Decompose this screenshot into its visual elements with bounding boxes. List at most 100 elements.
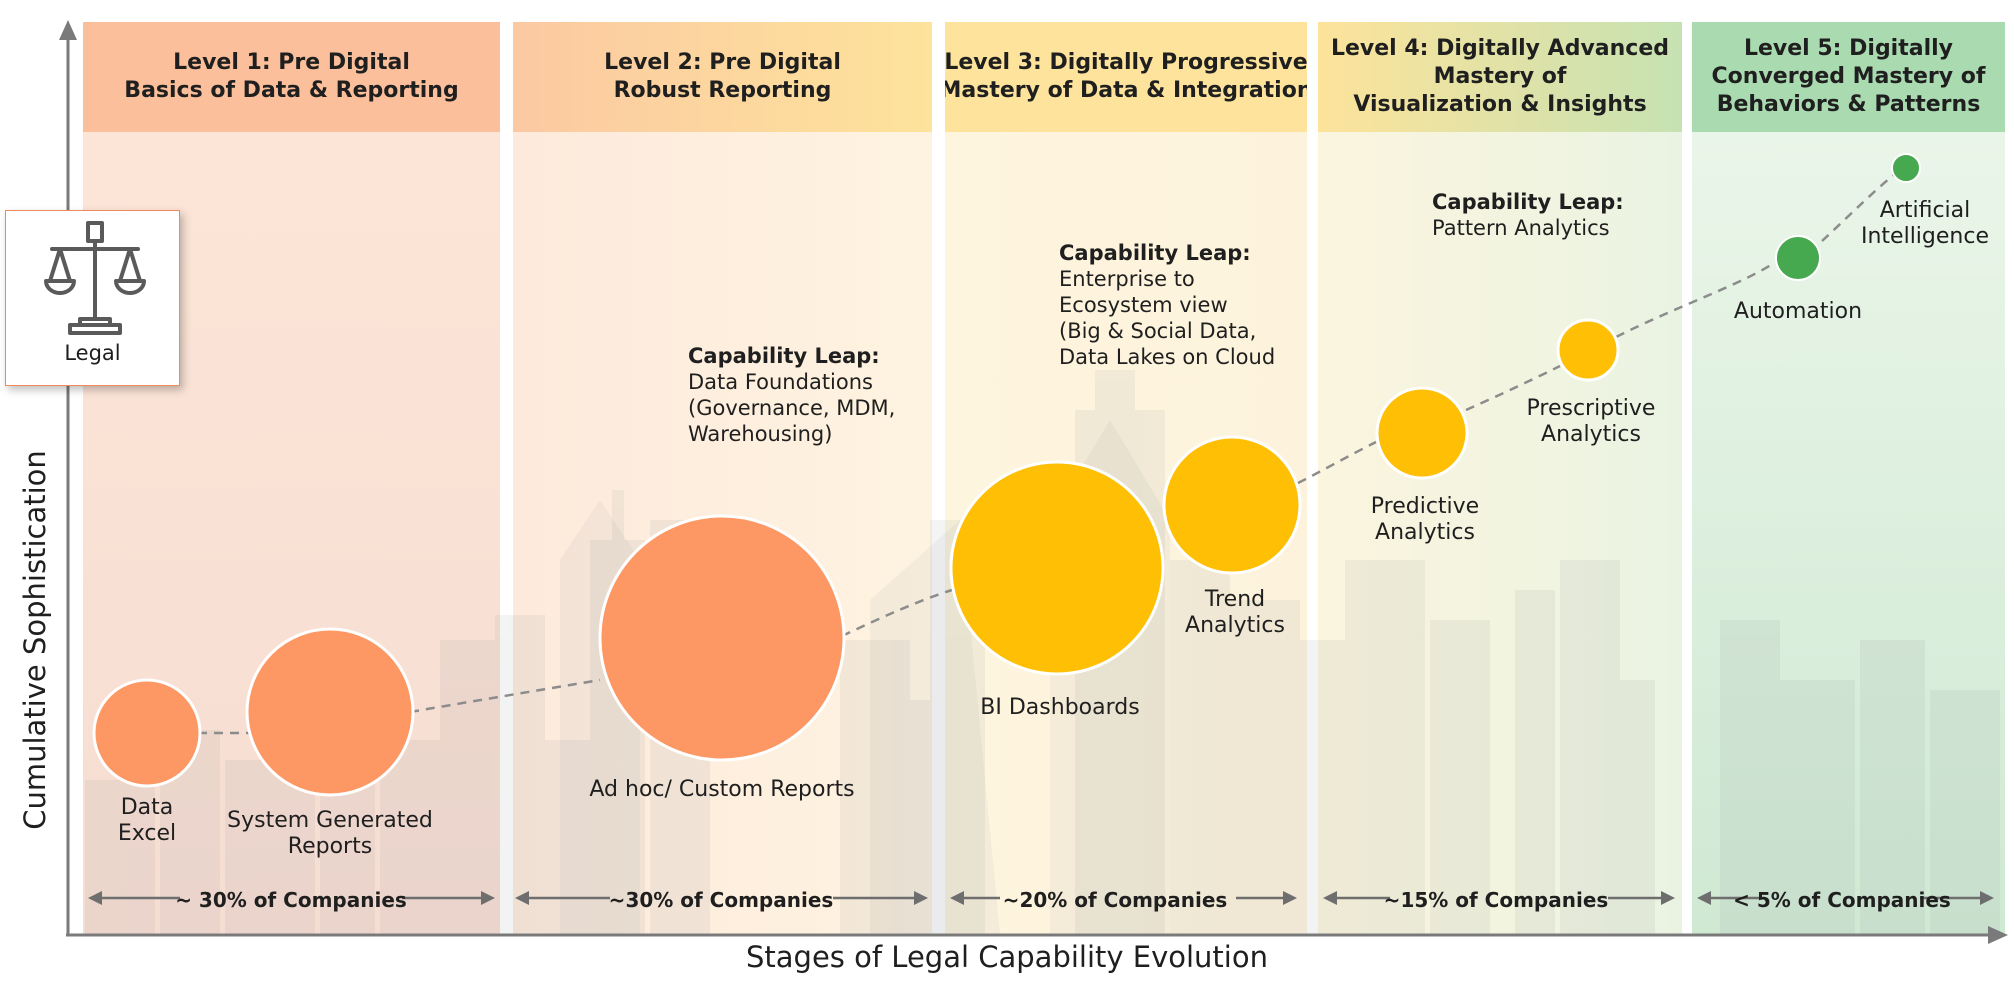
capability-leap-3: Capability Leap: Pattern Analytics (1432, 189, 1624, 241)
level-4-share-arrow (1323, 891, 1675, 905)
level-2-title-line-1: Level 2: Pre Digital (604, 50, 841, 75)
data-excel-label-line-2: Excel (117, 821, 177, 846)
level-5-column: Level 5: Digitally Converged Mastery of … (1692, 22, 2005, 934)
predictive-analytics-bubble (1375, 386, 1469, 480)
artificial-intelligence-label: Artificial Intelligence (1858, 198, 1992, 250)
level-3-header: Level 3: Digitally Progressive Mastery o… (945, 22, 1307, 132)
level-4-background (1318, 22, 1682, 934)
right-arrowhead-icon (1661, 891, 1675, 905)
level-5-title-line-2: Converged Mastery of (1711, 64, 1986, 89)
bi-dashboards-bubble (949, 460, 1165, 676)
capability-leap-1: Capability Leap: Data Foundations (Gover… (688, 343, 895, 447)
level-1-header: Level 1: Pre Digital Basics of Data & Re… (83, 22, 500, 132)
automation-label-line-1: Automation (1733, 299, 1863, 324)
level-4-title-line-1: Level 4: Digitally Advanced (1330, 36, 1670, 61)
prescriptive-analytics-label-line-1: Prescriptive (1526, 396, 1656, 421)
capability-leap-2-line-2: Ecosystem view (1059, 293, 1228, 317)
system-generated-reports-bubble (245, 627, 415, 797)
automation-bubble (1775, 235, 1821, 281)
ad-hoc-custom-reports-label: Ad hoc/ Custom Reports (562, 777, 882, 803)
prescriptive-analytics-label-line-2: Analytics (1541, 422, 1641, 447)
legal-card: Legal (5, 210, 180, 386)
x-axis-title: Stages of Legal Capability Evolution (746, 940, 1268, 974)
level-1-company-share: ~ 30% of Companies (175, 888, 407, 912)
capability-leap-1-line-3: Warehousing) (688, 422, 833, 446)
level-2-column: Level 2: Pre Digital Robust Reporting (513, 22, 932, 934)
artificial-intelligence-label-line-2: Intelligence (1860, 224, 1989, 249)
level-1-title-line-2: Basics of Data & Reporting (124, 78, 459, 103)
level-1-share-arrow (88, 891, 495, 905)
left-arrowhead-icon (88, 891, 102, 905)
capability-leap-2-line-4: Data Lakes on Cloud (1059, 345, 1276, 369)
predictive-analytics-label: Predictive Analytics (1362, 494, 1488, 546)
prescriptive-analytics-label: Prescriptive Analytics (1516, 396, 1666, 448)
capability-leap-2-line-1: Enterprise to (1059, 267, 1195, 291)
level-3-title-line-1: Level 3: Digitally Progressive (945, 50, 1307, 75)
level-4-company-share: ~15% of Companies (1383, 888, 1609, 912)
data-excel-label-line-1: Data (120, 795, 174, 820)
y-axis-title: Cumulative Sophistication (18, 450, 52, 830)
left-arrowhead-icon (1697, 891, 1711, 905)
left-arrowhead-icon (950, 891, 964, 905)
level-2-header: Level 2: Pre Digital Robust Reporting (513, 22, 932, 132)
right-arrowhead-icon (914, 891, 928, 905)
right-arrowhead-icon (1980, 891, 1994, 905)
bi-dashboards-label-line-1: BI Dashboards (980, 695, 1140, 720)
predictive-analytics-label-line-1: Predictive (1370, 494, 1480, 519)
trend-analytics-bubble (1162, 435, 1302, 575)
level-1-title-line-1: Level 1: Pre Digital (173, 50, 410, 75)
level-5-company-share: < 5% of Companies (1733, 888, 1951, 912)
capability-leap-1-title: Capability Leap: (688, 344, 880, 368)
predictive-analytics-label-line-2: Analytics (1375, 520, 1475, 545)
system-generated-reports-label-line-2: Reports (287, 834, 373, 859)
legal-card-label: Legal (64, 341, 121, 365)
capability-leap-2-title: Capability Leap: (1059, 241, 1251, 265)
right-arrowhead-icon (1283, 891, 1297, 905)
level-2-title-line-2: Robust Reporting (613, 78, 832, 103)
trend-analytics-label: Trend Analytics (1180, 587, 1290, 639)
capability-leap-1-line-2: (Governance, MDM, (688, 396, 896, 420)
capability-leap-1-line-1: Data Foundations (688, 370, 873, 394)
trend-analytics-label-line-2: Analytics (1185, 613, 1285, 638)
level-5-title-line-1: Level 5: Digitally (1743, 36, 1954, 61)
prescriptive-analytics-bubble (1556, 318, 1620, 382)
ad-hoc-custom-reports-bubble (598, 514, 846, 762)
bi-dashboards-label: BI Dashboards (950, 695, 1170, 721)
left-arrowhead-icon (515, 891, 529, 905)
capability-leap-2: Capability Leap: Enterprise to Ecosystem… (1059, 240, 1275, 370)
level-5-background (1692, 22, 2005, 934)
level-3-company-share: ~20% of Companies (1002, 888, 1228, 912)
data-excel-label: Data Excel (95, 795, 199, 847)
system-generated-reports-label: System Generated Reports (210, 808, 450, 860)
level-5-title-line-3: Behaviors & Patterns (1716, 92, 1981, 117)
system-generated-reports-label-line-1: System Generated (227, 808, 433, 833)
trend-analytics-label-line-1: Trend (1204, 587, 1266, 612)
capability-leap-2-line-3: (Big & Social Data, (1059, 319, 1257, 343)
level-3-title-line-2: Mastery of Data & Integration (945, 78, 1307, 103)
level-4-title-line-2: Mastery of (1433, 64, 1567, 89)
scales-of-justice-icon (44, 221, 146, 335)
artificial-intelligence-label-line-1: Artificial (1879, 198, 1971, 223)
capability-leap-3-title: Capability Leap: (1432, 190, 1624, 214)
level-2-background (513, 22, 932, 934)
level-2-share-arrow (515, 891, 928, 905)
level-4-title-line-3: Visualization & Insights (1353, 92, 1647, 117)
level-5-header: Level 5: Digitally Converged Mastery of … (1692, 22, 2005, 132)
left-arrowhead-icon (1323, 891, 1337, 905)
y-axis-arrow-icon (59, 20, 77, 40)
level-4-column: Level 4: Digitally Advanced Mastery of V… (1318, 22, 1682, 934)
capability-leap-3-line-1: Pattern Analytics (1432, 216, 1610, 240)
ad-hoc-custom-reports-label-line-1: Ad hoc/ Custom Reports (589, 777, 855, 802)
level-5-share-arrow (1697, 891, 1994, 905)
x-axis-arrow-icon (1988, 926, 2008, 944)
progression-dashed-curve (198, 169, 1901, 735)
level-3-share-arrow (950, 891, 1297, 905)
data-excel-bubble (92, 678, 202, 788)
automation-label: Automation (1728, 299, 1868, 325)
level-2-company-share: ~30% of Companies (608, 888, 834, 912)
